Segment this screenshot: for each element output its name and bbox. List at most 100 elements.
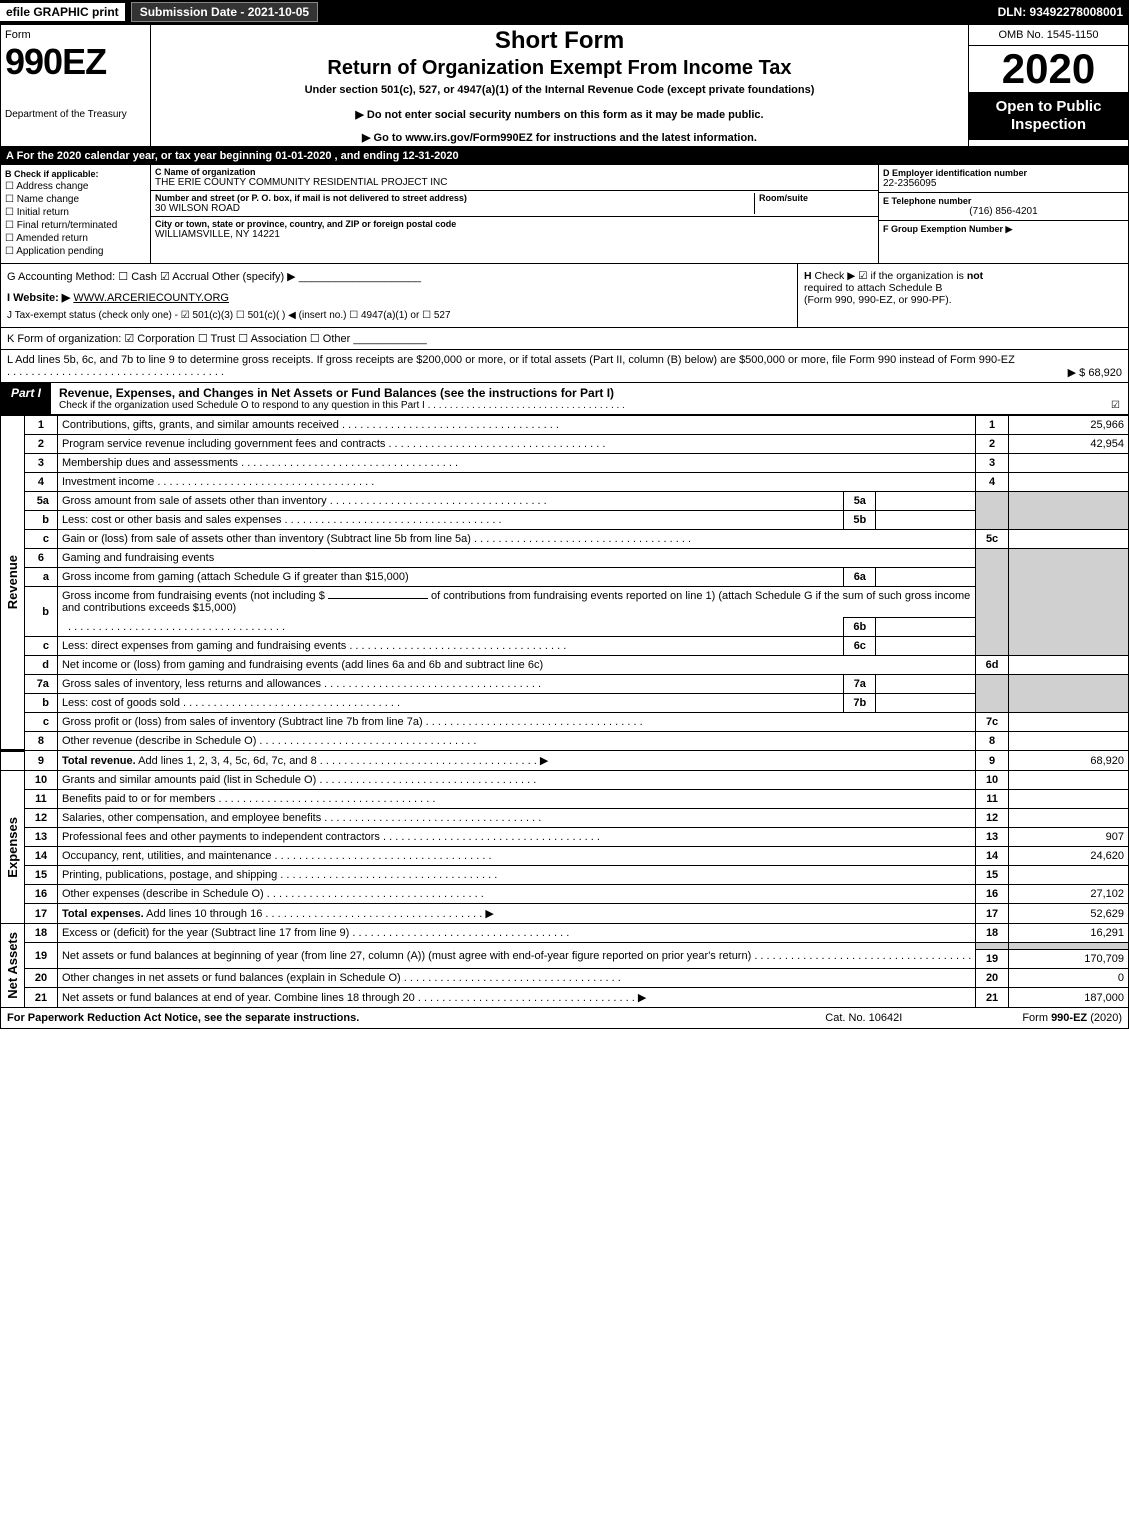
submission-date-badge: Submission Date - 2021-10-05 <box>131 2 318 22</box>
amt-5ab-shade <box>1008 492 1128 530</box>
side-netassets: Net Assets <box>1 924 25 1008</box>
desc-6b1: Gross income from fundraising events (no… <box>57 587 975 618</box>
desc-12: Salaries, other compensation, and employ… <box>57 809 975 828</box>
website-label: I Website: ▶ <box>7 292 70 304</box>
desc-6: Gaming and fundraising events <box>57 549 975 568</box>
rn-3: 3 <box>976 454 1009 473</box>
desc-2: Program service revenue including govern… <box>57 435 975 454</box>
ln-21: 21 <box>25 988 58 1008</box>
amt-14: 24,620 <box>1008 847 1128 866</box>
rn-1: 1 <box>976 416 1009 435</box>
desc-7c: Gross profit or (loss) from sales of inv… <box>57 713 975 732</box>
desc-6c: Less: direct expenses from gaming and fu… <box>57 637 843 656</box>
ln-5b: b <box>25 511 58 530</box>
open-to-public: Open to Public Inspection <box>969 92 1128 140</box>
desc-16: Other expenses (describe in Schedule O) <box>57 885 975 904</box>
rn-4: 4 <box>976 473 1009 492</box>
form-number: 990EZ <box>5 41 146 83</box>
chk-final-return: Final return/terminated <box>5 220 146 231</box>
rn-16: 16 <box>976 885 1009 904</box>
desc-6b-dots <box>57 618 843 637</box>
ln-9: 9 <box>25 751 58 771</box>
ein-label: D Employer identification number <box>883 168 1124 178</box>
short-form-title: Short Form <box>157 27 962 55</box>
schedO-check: ☑ <box>1111 400 1120 411</box>
section-b-label: B Check if applicable: <box>5 169 146 179</box>
ln-6c: c <box>25 637 58 656</box>
val-7b <box>876 694 976 713</box>
amt-18: 16,291 <box>1008 924 1128 943</box>
street-value: 30 WILSON ROAD <box>155 203 754 214</box>
rn-8: 8 <box>976 732 1009 751</box>
phone-value: (716) 856-4201 <box>883 206 1124 217</box>
amt-19-shade <box>1008 943 1128 950</box>
box-6a: 6a <box>844 568 876 587</box>
side-rev-end <box>1 751 25 771</box>
box-7a: 7a <box>844 675 876 694</box>
ln-16: 16 <box>25 885 58 904</box>
section-l-amount: ▶ $ 68,920 <box>1068 366 1122 379</box>
ln-17: 17 <box>25 904 58 924</box>
amt-12 <box>1008 809 1128 828</box>
section-h: H Check ▶ ☑ if the organization is not r… <box>798 264 1128 327</box>
section-b: B Check if applicable: Address change Na… <box>1 165 151 263</box>
val-7a <box>876 675 976 694</box>
rn-7ab-shade <box>976 675 1009 713</box>
part1-header: Part I Revenue, Expenses, and Changes in… <box>0 383 1129 415</box>
ln-5a: 5a <box>25 492 58 511</box>
form-header: Form 990EZ Department of the Treasury Sh… <box>0 24 1129 147</box>
box-6b: 6b <box>844 618 876 637</box>
street-label: Number and street (or P. O. box, if mail… <box>155 193 754 203</box>
ln-1: 1 <box>25 416 58 435</box>
rn-11: 11 <box>976 790 1009 809</box>
desc-15: Printing, publications, postage, and shi… <box>57 866 975 885</box>
desc-6a: Gross income from gaming (attach Schedul… <box>57 568 843 587</box>
desc-11: Benefits paid to or for members <box>57 790 975 809</box>
desc-7a: Gross sales of inventory, less returns a… <box>57 675 843 694</box>
ln-18: 18 <box>25 924 58 943</box>
ln-19: 19 <box>25 943 58 969</box>
ln-7b: b <box>25 694 58 713</box>
amt-19: 170,709 <box>1008 950 1128 969</box>
cat-no: Cat. No. 10642I <box>825 1012 902 1024</box>
rn-6-shade <box>976 549 1009 656</box>
org-name: THE ERIE COUNTY COMMUNITY RESIDENTIAL PR… <box>155 177 874 188</box>
h-line2: required to attach Schedule B <box>804 282 1122 294</box>
ln-10: 10 <box>25 771 58 790</box>
rn-19-shade <box>976 943 1009 950</box>
desc-5c: Gain or (loss) from sale of assets other… <box>57 530 975 549</box>
dept-treasury: Department of the Treasury <box>5 109 146 120</box>
part1-tab: Part I <box>1 383 51 414</box>
desc-17: Total expenses. Add lines 10 through 16 … <box>57 904 975 924</box>
ln-12: 12 <box>25 809 58 828</box>
chk-initial-return: Initial return <box>5 207 146 218</box>
amt-13: 907 <box>1008 828 1128 847</box>
entity-block: B Check if applicable: Address change Na… <box>0 165 1129 264</box>
l-dots <box>7 366 224 378</box>
section-c: C Name of organization THE ERIE COUNTY C… <box>151 165 878 263</box>
part1-schedO-text: Check if the organization used Schedule … <box>59 400 425 411</box>
sections-def: D Employer identification number 22-2356… <box>878 165 1128 263</box>
ein-value: 22-2356095 <box>883 178 1124 189</box>
desc-20: Other changes in net assets or fund bala… <box>57 969 975 988</box>
amt-10 <box>1008 771 1128 790</box>
ln-14: 14 <box>25 847 58 866</box>
val-6a <box>876 568 976 587</box>
city-label: City or town, state or province, country… <box>155 219 874 229</box>
ln-6d: d <box>25 656 58 675</box>
dln-label: DLN: 93492278008001 <box>998 5 1123 19</box>
omb-number: OMB No. 1545-1150 <box>969 25 1128 46</box>
val-6c <box>876 637 976 656</box>
header-center: Short Form Return of Organization Exempt… <box>151 25 968 146</box>
ln-11: 11 <box>25 790 58 809</box>
city-value: WILLIAMSVILLE, NY 14221 <box>155 229 874 240</box>
amt-6-shade <box>1008 549 1128 656</box>
tax-exempt-status: J Tax-exempt status (check only one) - ☑… <box>7 310 791 321</box>
chk-name-change: Name change <box>5 194 146 205</box>
rn-7c: 7c <box>976 713 1009 732</box>
amt-17: 52,629 <box>1008 904 1128 924</box>
box-5a: 5a <box>844 492 876 511</box>
section-k: K Form of organization: ☑ Corporation ☐ … <box>0 328 1129 350</box>
rn-13: 13 <box>976 828 1009 847</box>
ln-3: 3 <box>25 454 58 473</box>
